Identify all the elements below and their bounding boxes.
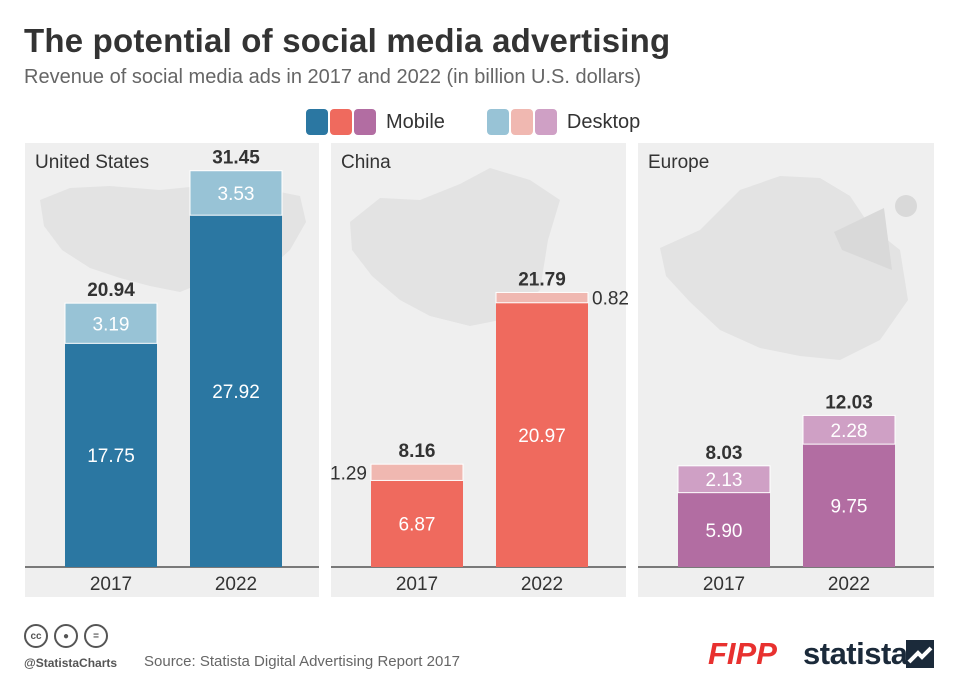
bar-desktop-china-2017 <box>370 463 464 481</box>
bar-mobile-europe-2022 <box>803 444 895 567</box>
tick-label-us-2017: 2017 <box>90 574 132 595</box>
data-label-mobile-us-2017: 17.75 <box>87 446 135 467</box>
total-label-europe-2017: 8.03 <box>706 443 743 464</box>
bar-mobile-us-2022 <box>190 215 282 567</box>
legend-swatch-us-mobile <box>306 109 328 135</box>
bar-desktop-europe-2017 <box>677 465 771 494</box>
region-label-us: United States <box>35 152 149 173</box>
bar-mobile-china-2022 <box>496 302 588 567</box>
data-label-desktop-china-2022: 0.82 <box>592 289 629 310</box>
legend-swatch-china-desktop <box>510 109 533 135</box>
tick-label-europe-2017: 2017 <box>703 574 745 595</box>
total-label-china-2017: 8.16 <box>399 441 436 462</box>
total-label-us-2017: 20.94 <box>87 280 135 301</box>
bar-desktop-us-2017 <box>64 302 158 344</box>
source-note: Source: Statista Digital Advertising Rep… <box>144 653 461 670</box>
legend-mobile-label: Mobile <box>386 110 445 133</box>
data-label-desktop-us-2022: 3.53 <box>218 184 255 205</box>
fipp-logo: FIPP <box>708 636 777 671</box>
gear-icon <box>895 195 917 217</box>
total-label-us-2022: 31.45 <box>212 148 260 169</box>
data-label-mobile-china-2022: 20.97 <box>518 426 566 447</box>
map-silhouette-china <box>350 168 560 326</box>
legend-swatch-china-mobile <box>330 109 352 135</box>
legend-mobile: Mobile <box>306 109 445 135</box>
twitter-handle: @StatistaCharts <box>24 656 118 670</box>
megaphone-icon <box>834 208 892 270</box>
data-label-desktop-europe-2022: 2.28 <box>831 421 868 442</box>
legend-swatch-us-desktop <box>486 109 509 135</box>
tick-label-us-2022: 2022 <box>215 574 257 595</box>
data-label-mobile-europe-2017: 5.90 <box>706 521 743 542</box>
attribution-icon: ● <box>54 624 78 648</box>
region-label-europe: Europe <box>648 152 709 173</box>
license-icons: cc ● = <box>24 624 108 648</box>
tick-label-europe-2022: 2022 <box>828 574 870 595</box>
bar-mobile-china-2017 <box>371 480 463 567</box>
statista-logo: statista <box>803 636 908 671</box>
legend-swatch-europe-mobile <box>354 109 376 135</box>
bar-desktop-europe-2022 <box>802 414 896 445</box>
data-label-desktop-us-2017: 3.19 <box>93 314 130 335</box>
legend-desktop-label: Desktop <box>566 110 641 133</box>
bar-mobile-us-2017 <box>65 343 157 567</box>
tick-label-china-2017: 2017 <box>396 574 438 595</box>
data-label-mobile-us-2022: 27.92 <box>212 382 260 403</box>
data-label-desktop-china-2017: 1.29 <box>330 463 367 484</box>
creative-commons-icon: cc <box>24 624 48 648</box>
legend-desktop: Desktop <box>486 109 641 135</box>
legend: Mobile Desktop <box>306 108 682 136</box>
total-label-china-2022: 21.79 <box>518 269 566 290</box>
tick-label-china-2022: 2022 <box>521 574 563 595</box>
bar-desktop-us-2022 <box>189 170 283 216</box>
map-silhouette-europe <box>660 176 908 360</box>
legend-swatch-europe-desktop <box>534 109 557 135</box>
statista-logo-icon <box>906 640 934 668</box>
chart-subtitle: Revenue of social media ads in 2017 and … <box>24 66 642 88</box>
legend-mobile-swatches <box>306 109 376 135</box>
data-label-desktop-europe-2017: 2.13 <box>706 470 743 491</box>
total-label-europe-2022: 12.03 <box>825 392 873 413</box>
data-label-mobile-europe-2022: 9.75 <box>831 497 868 518</box>
data-label-mobile-china-2017: 6.87 <box>399 515 436 536</box>
chart-title: The potential of social media advertisin… <box>24 22 671 59</box>
bar-desktop-china-2022 <box>495 291 589 304</box>
legend-desktop-swatches <box>486 109 557 135</box>
bar-mobile-europe-2017 <box>678 492 770 567</box>
no-derivatives-icon: = <box>84 624 108 648</box>
region-label-china: China <box>341 152 391 173</box>
